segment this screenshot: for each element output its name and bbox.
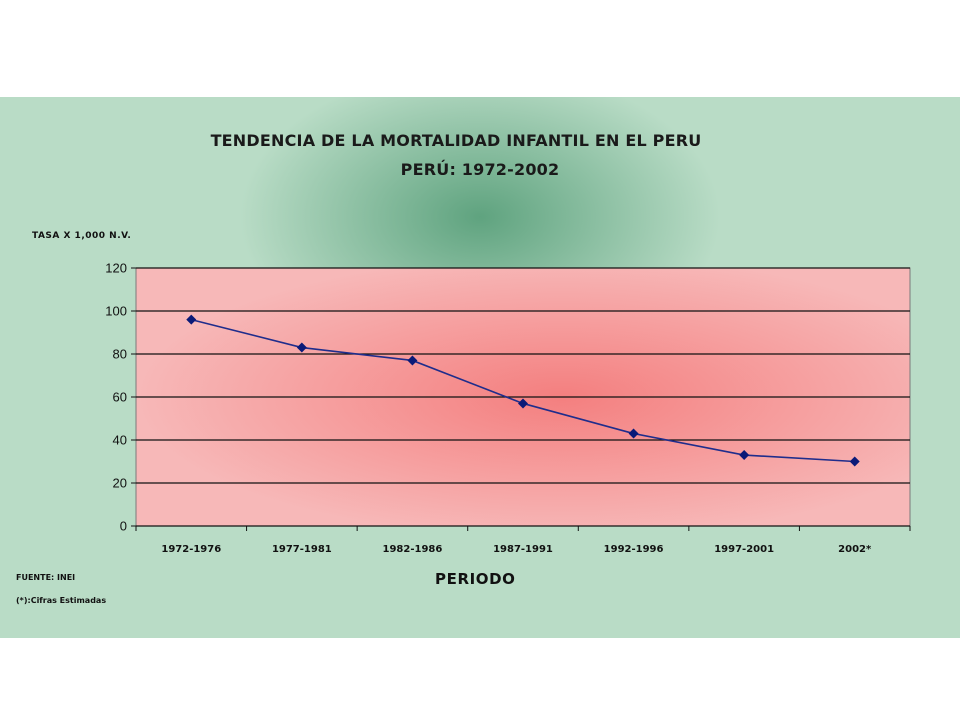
chart-panel: TENDENCIA DE LA MORTALIDAD INFANTIL EN E… <box>0 97 960 638</box>
chart-title: TENDENCIA DE LA MORTALIDAD INFANTIL EN E… <box>210 131 702 150</box>
data-point-marker <box>407 355 418 366</box>
y-tick-label: 80 <box>113 347 127 362</box>
x-tick-label: 1977-1981 <box>272 544 332 555</box>
y-tick-label: 120 <box>105 261 127 276</box>
y-tick-label: 0 <box>120 519 127 534</box>
x-tick-label: 1987-1991 <box>493 544 553 555</box>
x-tick-label: 1992-1996 <box>604 544 664 555</box>
data-point-marker <box>849 456 860 467</box>
source-note: FUENTE: INEI <box>16 573 76 582</box>
data-point-marker <box>628 428 639 439</box>
x-tick-label: 1982-1986 <box>383 544 443 555</box>
x-tick-label: 1972-1976 <box>161 544 221 555</box>
y-tick-label: 100 <box>105 304 127 319</box>
line-chart: 0 20 40 60 80 100 120 1972-1976 1977-1981 1982-1… <box>105 261 911 555</box>
y-axis-label: TASA X 1,000 N.V. <box>32 231 132 241</box>
y-tick-label: 40 <box>113 433 127 448</box>
data-point-marker <box>518 398 528 409</box>
data-point-marker <box>739 450 750 461</box>
data-point-marker <box>296 342 307 353</box>
y-tick-label: 20 <box>113 476 127 491</box>
x-tick-label: 1997-2001 <box>714 544 774 555</box>
x-axis-label: PERIODO <box>435 570 516 588</box>
data-point-marker <box>186 314 197 325</box>
y-tick-label: 60 <box>113 390 127 405</box>
chart-subtitle: PERÚ: 1972-2002 <box>400 160 560 179</box>
x-tick-label: 2002* <box>838 544 872 555</box>
estimate-note: (*):Cifras Estimadas <box>16 596 107 605</box>
